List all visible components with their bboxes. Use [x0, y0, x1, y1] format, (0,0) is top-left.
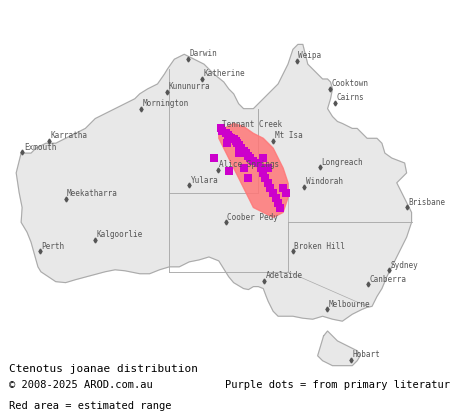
- Text: Darwin: Darwin: [189, 49, 217, 59]
- Text: Sydney: Sydney: [391, 261, 418, 270]
- Text: Hobart: Hobart: [352, 350, 380, 359]
- Polygon shape: [16, 44, 412, 321]
- Text: Katherine: Katherine: [203, 69, 245, 78]
- Text: Red area = estimated range: Red area = estimated range: [9, 401, 171, 411]
- Text: Coober Pedy: Coober Pedy: [227, 213, 278, 222]
- Text: Canberra: Canberra: [370, 275, 407, 284]
- Text: Ctenotus joanae distribution: Ctenotus joanae distribution: [9, 364, 198, 374]
- Text: Broken Hill: Broken Hill: [294, 242, 345, 251]
- Text: Adelaide: Adelaide: [266, 271, 303, 281]
- Text: Windorah: Windorah: [306, 178, 343, 186]
- Text: Mt Isa: Mt Isa: [274, 131, 302, 140]
- Text: Longreach: Longreach: [322, 158, 363, 167]
- Text: Tennant Creek: Tennant Creek: [222, 120, 282, 129]
- Text: Karratha: Karratha: [51, 131, 88, 140]
- Text: Mornington: Mornington: [143, 99, 189, 108]
- Polygon shape: [219, 124, 288, 217]
- Text: Brisbane: Brisbane: [409, 198, 446, 207]
- Polygon shape: [318, 331, 360, 366]
- Text: Perth: Perth: [41, 242, 64, 251]
- Text: Exmouth: Exmouth: [24, 143, 56, 152]
- Text: Kununurra: Kununurra: [168, 82, 210, 91]
- Text: Cooktown: Cooktown: [332, 79, 369, 88]
- Text: © 2008-2025 AROD.com.au: © 2008-2025 AROD.com.au: [9, 380, 153, 390]
- Text: Alice Springs: Alice Springs: [219, 161, 279, 169]
- Text: Cairns: Cairns: [337, 93, 365, 103]
- Text: Meekatharra: Meekatharra: [67, 189, 118, 198]
- Text: Weipa: Weipa: [298, 51, 321, 60]
- Text: Yulara: Yulara: [190, 176, 218, 185]
- Text: Melbourne: Melbourne: [328, 300, 370, 309]
- Text: Purple dots = from primary literature: Purple dots = from primary literature: [225, 380, 450, 390]
- Text: Kalgoorlie: Kalgoorlie: [96, 230, 143, 239]
